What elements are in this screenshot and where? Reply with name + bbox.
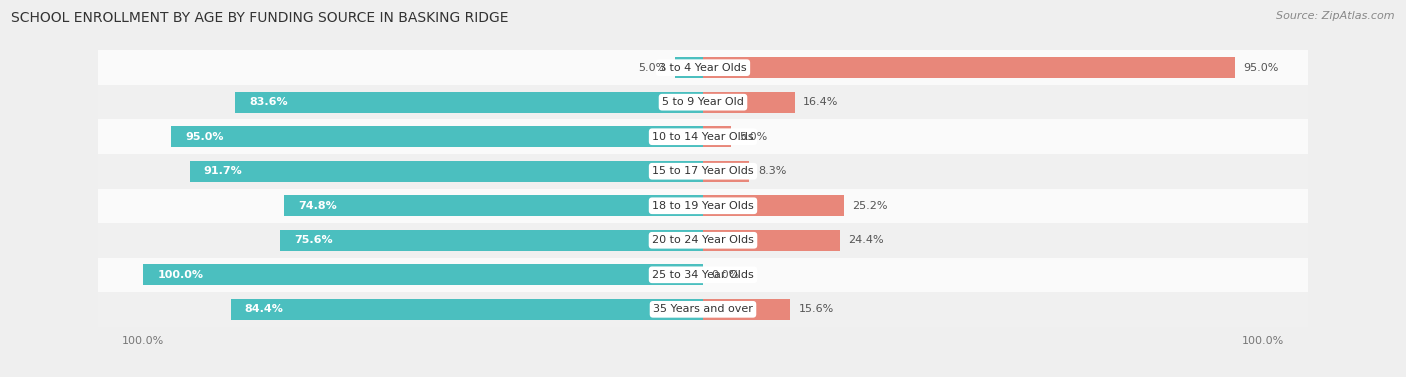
Text: 3 to 4 Year Olds: 3 to 4 Year Olds: [659, 63, 747, 73]
Bar: [98, 154, 1308, 188]
Text: SCHOOL ENROLLMENT BY AGE BY FUNDING SOURCE IN BASKING RIDGE: SCHOOL ENROLLMENT BY AGE BY FUNDING SOUR…: [11, 11, 509, 25]
Text: 83.6%: 83.6%: [249, 97, 288, 107]
Text: 0.0%: 0.0%: [711, 270, 740, 280]
Text: Source: ZipAtlas.com: Source: ZipAtlas.com: [1277, 11, 1395, 21]
Text: 75.6%: 75.6%: [294, 235, 332, 245]
Text: 15 to 17 Year Olds: 15 to 17 Year Olds: [652, 166, 754, 176]
Text: 35 Years and over: 35 Years and over: [652, 304, 754, 314]
Text: 74.8%: 74.8%: [298, 201, 337, 211]
Bar: [703, 195, 844, 216]
Text: 95.0%: 95.0%: [186, 132, 224, 142]
Text: 91.7%: 91.7%: [204, 166, 242, 176]
Bar: [143, 264, 703, 285]
Bar: [172, 126, 703, 147]
Bar: [190, 161, 703, 182]
Text: 5.0%: 5.0%: [740, 132, 768, 142]
Bar: [98, 223, 1308, 257]
Text: 15.6%: 15.6%: [799, 304, 834, 314]
Bar: [703, 57, 1234, 78]
Bar: [280, 230, 703, 251]
Text: 16.4%: 16.4%: [803, 97, 838, 107]
Text: 25.2%: 25.2%: [852, 201, 889, 211]
Text: 84.4%: 84.4%: [245, 304, 284, 314]
Bar: [703, 126, 731, 147]
Text: 24.4%: 24.4%: [848, 235, 883, 245]
Bar: [703, 161, 749, 182]
Bar: [703, 299, 790, 320]
Text: 10 to 14 Year Olds: 10 to 14 Year Olds: [652, 132, 754, 142]
Bar: [98, 120, 1308, 154]
Bar: [675, 57, 703, 78]
Bar: [231, 299, 703, 320]
Text: 20 to 24 Year Olds: 20 to 24 Year Olds: [652, 235, 754, 245]
Bar: [703, 230, 839, 251]
Text: 18 to 19 Year Olds: 18 to 19 Year Olds: [652, 201, 754, 211]
Bar: [284, 195, 703, 216]
Text: 5 to 9 Year Old: 5 to 9 Year Old: [662, 97, 744, 107]
Bar: [98, 188, 1308, 223]
Bar: [98, 85, 1308, 120]
Text: 25 to 34 Year Olds: 25 to 34 Year Olds: [652, 270, 754, 280]
Text: 95.0%: 95.0%: [1243, 63, 1278, 73]
Text: 8.3%: 8.3%: [758, 166, 786, 176]
Text: 100.0%: 100.0%: [157, 270, 204, 280]
Bar: [98, 292, 1308, 326]
Bar: [703, 92, 794, 113]
Bar: [235, 92, 703, 113]
Bar: [98, 51, 1308, 85]
Bar: [98, 257, 1308, 292]
Text: 5.0%: 5.0%: [638, 63, 666, 73]
